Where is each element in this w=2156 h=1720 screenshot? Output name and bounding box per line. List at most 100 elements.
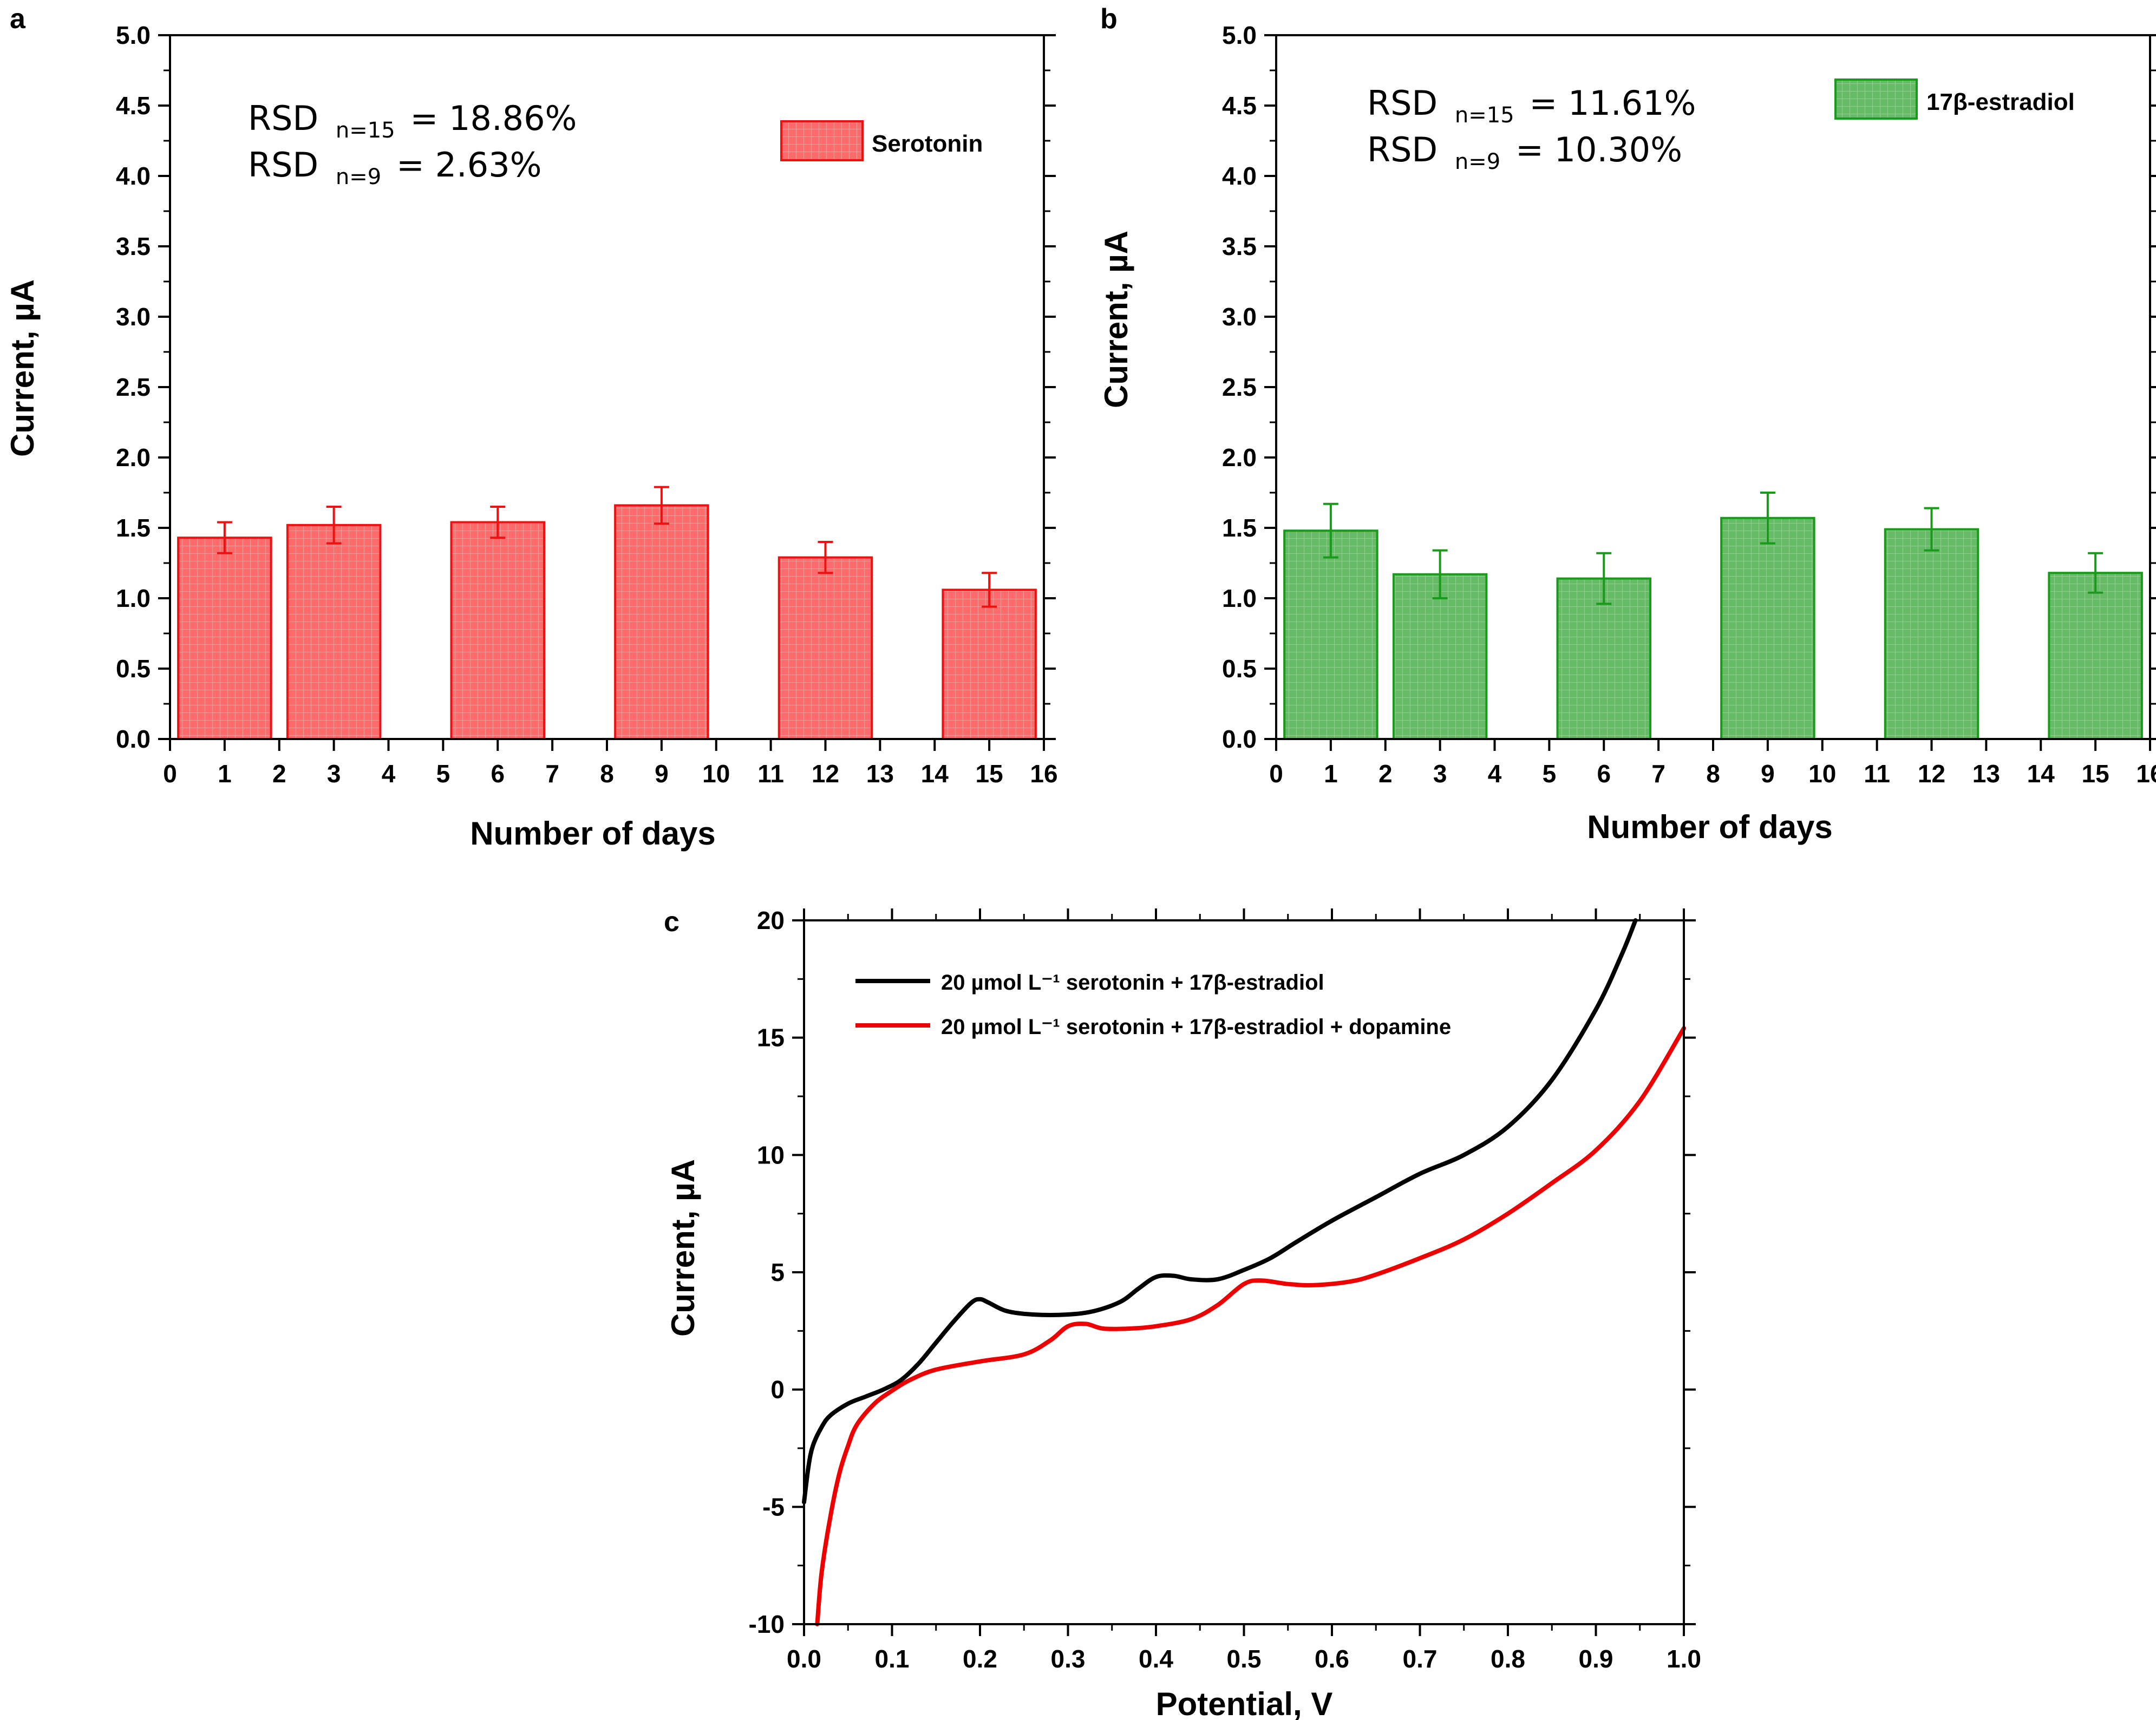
panel-b-estradiol-stability: b Current, µA Number of days 0.0 0.5 1.0 1.… bbox=[1098, 3, 2156, 845]
legend-label-red: 20 µmol L⁻¹ serotonin + 17β-estradiol + … bbox=[941, 1015, 1451, 1039]
rsd-value: = 10.30% bbox=[1515, 130, 1682, 169]
x-tick-label: 0.0 bbox=[787, 1645, 821, 1673]
x-tick-label: 4 bbox=[1488, 760, 1502, 788]
x-tick-label: 0.4 bbox=[1139, 1645, 1173, 1673]
svg-text:RSD n=9 = 10.3: RSD n=9 = 10.30% bbox=[1367, 130, 1682, 177]
rsd-subscript: n=15 bbox=[1455, 103, 1514, 128]
rsd-subscript: n=15 bbox=[336, 118, 395, 143]
x-tick-label: 0.3 bbox=[1051, 1645, 1086, 1673]
y-tick-label: 4.5 bbox=[116, 91, 151, 120]
x-tick-label: 15 bbox=[2082, 760, 2109, 788]
y-tick-label: 0.5 bbox=[116, 655, 151, 683]
x-tick-label: 11 bbox=[757, 760, 784, 788]
x-tick-label: 5 bbox=[436, 760, 450, 788]
bar-day-15 bbox=[942, 588, 1037, 741]
y-tick-label: 4.0 bbox=[116, 162, 151, 190]
y-tick-label: 0.0 bbox=[116, 725, 151, 753]
panel-a-plot-frame bbox=[169, 34, 1045, 740]
rsd-subscript: n=9 bbox=[336, 165, 381, 189]
y-tick-label: 4.0 bbox=[1222, 162, 1257, 190]
x-tick-label: 9 bbox=[655, 760, 669, 788]
legend-label-estradiol: 17β-estradiol bbox=[1926, 89, 2075, 115]
svg-text:RSD n=9 = 2.63: RSD n=9 = 2.63% bbox=[248, 145, 542, 192]
bar-day-9 bbox=[1720, 516, 1815, 740]
bar-day-6 bbox=[450, 521, 545, 740]
rsd-prefix: RSD bbox=[248, 99, 318, 138]
panel-b-legend: 17β-estradiol bbox=[1834, 79, 2075, 120]
x-tick-label: 7 bbox=[1651, 760, 1665, 788]
rsd-prefix: RSD bbox=[1367, 130, 1438, 169]
panel-b-plot-frame bbox=[1275, 34, 2151, 740]
x-tick-label: 14 bbox=[921, 760, 949, 788]
y-tick-label: -5 bbox=[762, 1493, 785, 1521]
y-tick-label: 5.0 bbox=[1222, 21, 1257, 49]
x-tick-label: 10 bbox=[702, 760, 730, 788]
y-tick-label: 0.5 bbox=[1222, 655, 1257, 683]
panel-a-y-axis-title: Current, µA bbox=[4, 279, 41, 457]
x-tick-label: 4 bbox=[382, 760, 396, 788]
y-tick-label: 3.5 bbox=[1222, 232, 1257, 260]
y-tick-label: 1.5 bbox=[1222, 514, 1257, 542]
x-tick-label: 13 bbox=[866, 760, 894, 788]
legend-swatch-estradiol bbox=[1834, 79, 1918, 120]
y-tick-label: 5 bbox=[770, 1258, 785, 1286]
x-tick-label: 3 bbox=[1433, 760, 1447, 788]
bar-day-15 bbox=[2048, 572, 2143, 740]
x-tick-label: 0.6 bbox=[1315, 1645, 1349, 1673]
panel-a-x-axis-title: Number of days bbox=[470, 815, 715, 852]
y-tick-label: 15 bbox=[757, 1024, 785, 1052]
bar-day-1 bbox=[1283, 529, 1378, 740]
x-tick-label: 8 bbox=[1706, 760, 1720, 788]
y-tick-label: 2.0 bbox=[116, 443, 151, 472]
x-tick-label: 0 bbox=[163, 760, 177, 788]
x-tick-label: 0.1 bbox=[875, 1645, 910, 1673]
x-tick-label: 9 bbox=[1761, 760, 1775, 788]
panel-c-y-axis-title: Current, µA bbox=[665, 1159, 701, 1337]
x-tick-label: 14 bbox=[2027, 760, 2055, 788]
bar-day-3 bbox=[1392, 573, 1488, 741]
rsd-prefix: RSD bbox=[1367, 83, 1438, 123]
x-tick-label: 0.8 bbox=[1491, 1645, 1525, 1673]
panel-c-interference-voltammogram: c Current, µA Potential, V -10 -5 0 5 10 15 20… bbox=[664, 906, 1701, 1720]
y-tick-label: 1.5 bbox=[116, 514, 151, 542]
x-tick-label: 2 bbox=[272, 760, 286, 788]
panel-b-annotation: RSD n=15 = 11.61% RSD n=9 = 10.30% bbox=[1367, 83, 1696, 177]
panel-c-legend: 20 µmol L⁻¹ serotonin + 17β-estradiol 20… bbox=[855, 971, 1451, 1039]
y-tick-label: 2.0 bbox=[1222, 443, 1257, 472]
y-tick-label: 4.5 bbox=[1222, 91, 1257, 120]
x-tick-label: 8 bbox=[600, 760, 614, 788]
x-tick-label: 0.9 bbox=[1579, 1645, 1613, 1673]
y-tick-label: 0 bbox=[770, 1376, 785, 1404]
rsd-value: = 18.86% bbox=[410, 99, 577, 138]
y-tick-label: -10 bbox=[749, 1610, 785, 1638]
legend-label-serotonin: Serotonin bbox=[872, 130, 983, 157]
x-tick-label: 15 bbox=[976, 760, 1003, 788]
bar-day-1 bbox=[177, 537, 272, 740]
y-tick-label: 1.0 bbox=[116, 584, 151, 612]
x-tick-label: 1 bbox=[1324, 760, 1338, 788]
y-tick-label: 2.5 bbox=[1222, 373, 1257, 401]
svg-text:RSD n=15 = 18.: RSD n=15 = 18.86% bbox=[248, 99, 577, 146]
y-tick-label: 3.5 bbox=[116, 232, 151, 260]
panel-a-serotonin-stability: a Current, µA Number of days 0.0 0.5 1.0 1.… bbox=[4, 3, 1058, 852]
x-tick-label: 0.2 bbox=[963, 1645, 997, 1673]
bar-day-6 bbox=[1556, 577, 1651, 740]
panel-b-label: b bbox=[1100, 3, 1118, 35]
x-tick-label: 2 bbox=[1378, 760, 1393, 788]
x-tick-label: 3 bbox=[327, 760, 341, 788]
x-tick-label: 16 bbox=[1030, 760, 1057, 788]
y-tick-label: 10 bbox=[757, 1141, 785, 1169]
x-tick-label: 0.5 bbox=[1227, 1645, 1262, 1673]
bar-day-3 bbox=[286, 524, 382, 740]
rsd-subscript: n=9 bbox=[1455, 149, 1500, 174]
x-tick-label: 13 bbox=[1972, 760, 2000, 788]
panel-c-label: c bbox=[664, 906, 680, 938]
panel-a-legend: Serotonin bbox=[780, 120, 983, 161]
panel-c-plot-frame bbox=[803, 919, 1685, 1625]
panel-a-annotation: RSD n=15 = 18.86% RSD n=9 = 2.63% bbox=[248, 99, 577, 192]
series-line-1 bbox=[815, 1026, 1686, 1626]
y-tick-label: 1.0 bbox=[1222, 584, 1257, 612]
x-tick-label: 5 bbox=[1543, 760, 1557, 788]
panel-b-y-axis-title: Current, µA bbox=[1098, 231, 1134, 408]
